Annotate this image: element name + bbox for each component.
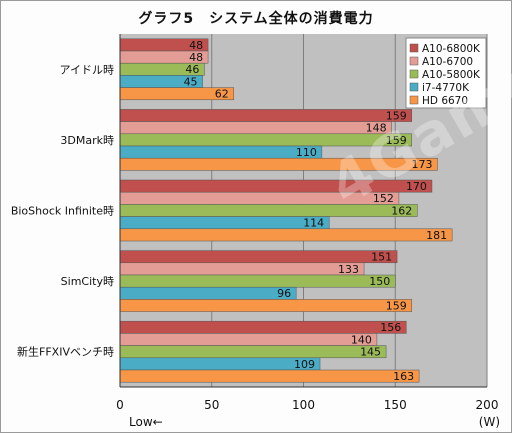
bar <box>119 274 396 288</box>
data-label: 145 <box>360 346 381 359</box>
category-label: BioShock Infinite時 <box>11 205 114 218</box>
chart-title: グラフ5 システム全体の消費電力 <box>138 11 374 27</box>
legend-entry: HD 6670 <box>422 95 468 107</box>
data-label: 148 <box>366 122 387 135</box>
legend-swatch <box>409 82 419 92</box>
x-tick-label: 0 <box>116 398 124 412</box>
data-label: 150 <box>369 275 390 288</box>
bar <box>119 228 453 242</box>
legend-swatch <box>409 95 419 105</box>
data-label: 62 <box>215 88 229 101</box>
x-axis-unit: (W) <box>479 415 500 429</box>
bar <box>119 369 420 383</box>
data-label: 140 <box>351 333 372 346</box>
category-label: アイドル時 <box>60 63 114 76</box>
bar <box>119 191 400 205</box>
x-axis-annotation: Low← <box>129 415 163 429</box>
data-label: 152 <box>373 192 394 205</box>
bar <box>119 133 413 147</box>
x-tick-label: 50 <box>204 398 219 412</box>
bar <box>119 145 323 159</box>
data-label: 156 <box>380 321 401 334</box>
data-label: 163 <box>393 370 414 383</box>
x-tick-labels: 0 50 100 150 200 <box>116 398 498 412</box>
bar <box>119 333 378 346</box>
data-label: 159 <box>386 134 407 147</box>
data-label: 133 <box>338 263 359 276</box>
bar <box>119 179 433 193</box>
data-label: 151 <box>371 251 392 264</box>
category-label: 3DMark時 <box>60 134 114 147</box>
category-label: 新生FFXIVベンチ時 <box>17 345 114 359</box>
x-tick-label: 150 <box>384 398 407 412</box>
bar <box>119 121 392 135</box>
legend-swatch <box>409 56 419 66</box>
data-label: 46 <box>185 63 199 76</box>
data-label: 48 <box>189 39 203 52</box>
legend-box <box>405 37 487 109</box>
legend-swatch <box>409 43 419 53</box>
bar <box>119 299 413 312</box>
data-label: 109 <box>294 358 315 371</box>
bar <box>119 345 387 359</box>
data-label: 162 <box>391 204 412 217</box>
bar <box>119 286 297 300</box>
bars <box>119 38 453 383</box>
bar <box>119 262 365 276</box>
data-label: 170 <box>406 180 427 193</box>
data-label: 110 <box>296 146 317 159</box>
bar <box>119 216 330 230</box>
data-label: 173 <box>411 158 432 171</box>
bar <box>119 157 438 171</box>
data-label: 48 <box>189 51 203 64</box>
category-label: SimCity時 <box>61 275 114 288</box>
legend-entry: A10-6700 <box>422 56 473 68</box>
bar <box>119 204 418 217</box>
category-labels: アイドル時 3DMark時 BioShock Infinite時 SimCity時新生… <box>11 63 114 358</box>
data-label: 96 <box>277 287 291 300</box>
data-label: 114 <box>303 217 324 230</box>
data-label: 159 <box>386 299 407 312</box>
legend-entry: A10-5800K <box>422 69 481 81</box>
bar <box>119 250 398 264</box>
value-labels: 4848464562159148159110173170152162114181… <box>184 39 448 383</box>
legend-entry: A10-6800K <box>422 43 481 55</box>
bar <box>119 109 413 122</box>
data-label: 159 <box>386 109 407 122</box>
x-tick-label: 100 <box>292 398 315 412</box>
legend-entry: i7-4770K <box>422 82 470 94</box>
data-label: 181 <box>426 229 447 242</box>
data-label: 45 <box>184 75 198 88</box>
bar <box>119 320 407 334</box>
x-tick-label: 200 <box>476 398 499 412</box>
bar <box>119 357 321 371</box>
legend-swatch <box>409 69 419 79</box>
